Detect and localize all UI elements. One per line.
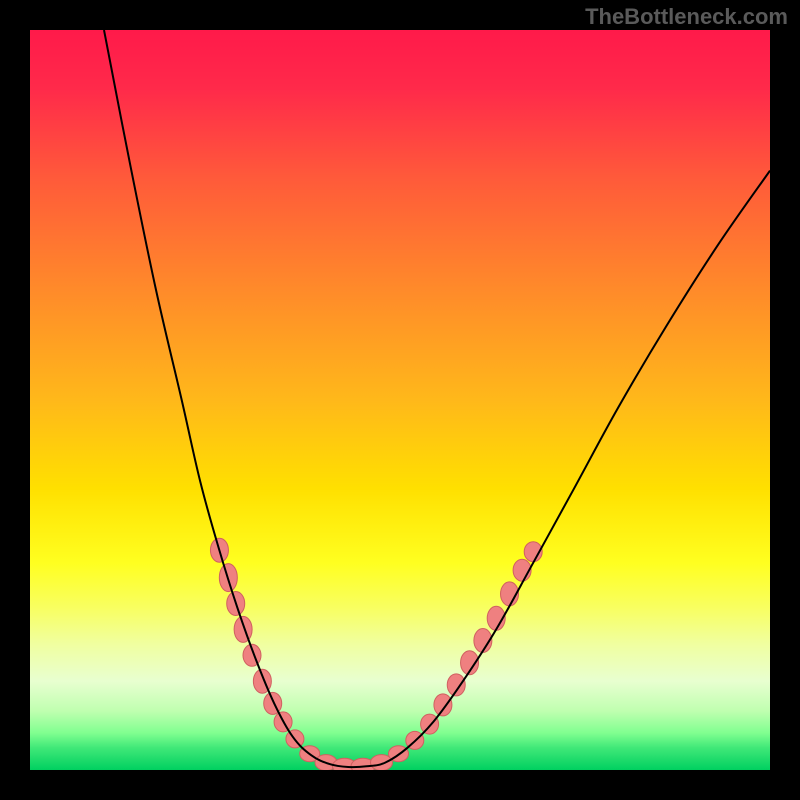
chart-container: TheBottleneck.com	[0, 0, 800, 800]
marker-group	[210, 538, 542, 770]
marker-point	[434, 694, 452, 716]
marker-point	[234, 616, 252, 642]
watermark-text: TheBottleneck.com	[585, 4, 788, 30]
plot-area	[30, 30, 770, 770]
bottleneck-curve	[104, 30, 770, 767]
curve-layer	[30, 30, 770, 770]
